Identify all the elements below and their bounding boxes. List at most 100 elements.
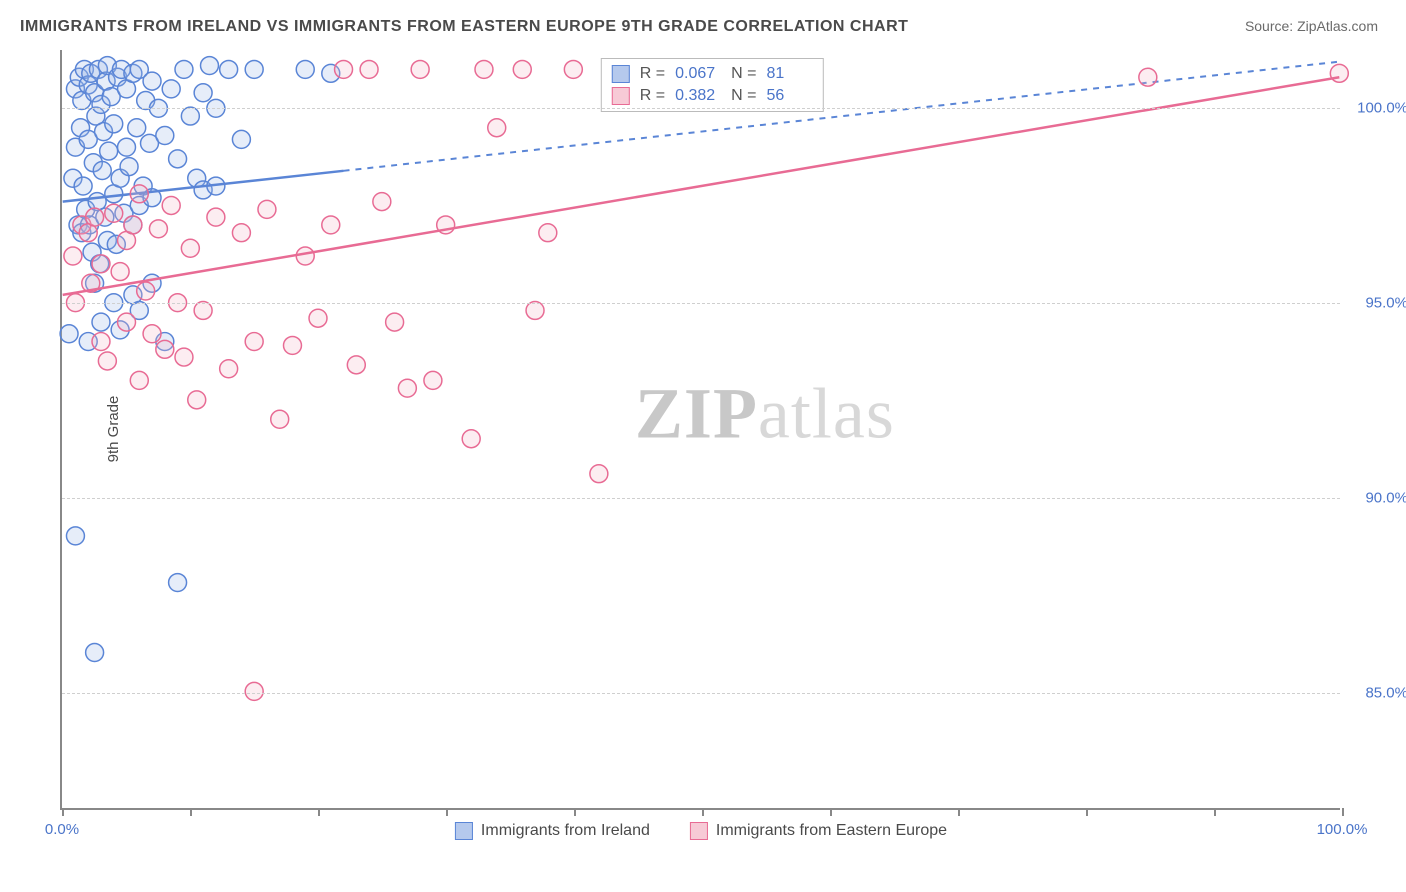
scatter-point-ireland: [169, 150, 187, 168]
stats-row-eastern-europe: R = 0.382 N = 56: [612, 85, 813, 107]
x-tick-label: 100.0%: [1317, 821, 1368, 838]
scatter-point-ireland: [175, 60, 193, 78]
scatter-point-eastern_europe: [124, 216, 142, 234]
scatter-point-eastern_europe: [175, 348, 193, 366]
scatter-point-ireland: [201, 57, 219, 75]
scatter-point-ireland: [100, 142, 118, 160]
scatter-point-ireland: [169, 574, 187, 592]
scatter-point-eastern_europe: [411, 60, 429, 78]
scatter-point-eastern_europe: [590, 465, 608, 483]
y-tick-label: 100.0%: [1348, 100, 1406, 117]
scatter-point-eastern_europe: [118, 313, 136, 331]
scatter-point-eastern_europe: [232, 224, 250, 242]
scatter-point-eastern_europe: [92, 255, 110, 273]
x-tick-label: 0.0%: [45, 821, 79, 838]
scatter-point-ireland: [74, 177, 92, 195]
scatter-point-eastern_europe: [564, 60, 582, 78]
scatter-point-eastern_europe: [296, 247, 314, 265]
n-label: N =: [731, 65, 756, 83]
swatch-eastern-europe: [612, 87, 630, 105]
scatter-point-eastern_europe: [398, 379, 416, 397]
scatter-point-eastern_europe: [137, 282, 155, 300]
scatter-point-eastern_europe: [335, 60, 353, 78]
scatter-point-eastern_europe: [149, 220, 167, 238]
scatter-point-eastern_europe: [64, 247, 82, 265]
legend-label-ireland: Immigrants from Ireland: [481, 822, 650, 839]
scatter-point-eastern_europe: [488, 119, 506, 137]
scatter-point-ireland: [232, 130, 250, 148]
scatter-point-eastern_europe: [284, 336, 302, 354]
x-tick: [1214, 808, 1216, 816]
regression-line-dashed-ireland: [344, 62, 1340, 171]
n-value-eastern-europe: 56: [766, 87, 812, 105]
scatter-point-ireland: [128, 119, 146, 137]
scatter-point-ireland: [105, 115, 123, 133]
scatter-point-eastern_europe: [462, 430, 480, 448]
scatter-point-ireland: [86, 644, 104, 662]
scatter-point-eastern_europe: [271, 410, 289, 428]
scatter-point-eastern_europe: [373, 193, 391, 211]
scatter-point-eastern_europe: [92, 333, 110, 351]
scatter-point-eastern_europe: [130, 185, 148, 203]
scatter-point-eastern_europe: [130, 371, 148, 389]
scatter-point-eastern_europe: [513, 60, 531, 78]
legend-swatch-eastern-europe: [690, 822, 708, 840]
scatter-point-ireland: [156, 127, 174, 145]
x-tick: [958, 808, 960, 816]
scatter-svg: [62, 50, 1340, 808]
scatter-point-ireland: [194, 84, 212, 102]
y-tick-label: 90.0%: [1348, 490, 1406, 507]
scatter-point-eastern_europe: [347, 356, 365, 374]
scatter-point-ireland: [118, 138, 136, 156]
scatter-point-eastern_europe: [475, 60, 493, 78]
scatter-point-eastern_europe: [105, 204, 123, 222]
scatter-point-eastern_europe: [386, 313, 404, 331]
scatter-point-eastern_europe: [539, 224, 557, 242]
scatter-point-ireland: [66, 527, 84, 545]
bottom-legend: Immigrants from Ireland Immigrants from …: [455, 822, 947, 840]
scatter-point-eastern_europe: [156, 340, 174, 358]
legend-item-eastern-europe: Immigrants from Eastern Europe: [690, 822, 947, 840]
n-value-ireland: 81: [766, 65, 812, 83]
scatter-point-eastern_europe: [322, 216, 340, 234]
scatter-point-ireland: [181, 107, 199, 125]
scatter-point-eastern_europe: [1139, 68, 1157, 86]
scatter-point-eastern_europe: [98, 352, 116, 370]
x-tick: [62, 808, 64, 816]
scatter-point-eastern_europe: [360, 60, 378, 78]
scatter-point-eastern_europe: [258, 200, 276, 218]
r-label: R =: [640, 65, 665, 83]
x-tick: [1086, 808, 1088, 816]
scatter-point-ireland: [143, 72, 161, 90]
n-label-2: N =: [731, 87, 756, 105]
scatter-point-eastern_europe: [207, 208, 225, 226]
scatter-point-eastern_europe: [245, 682, 263, 700]
gridline-h: [62, 108, 1340, 109]
y-tick-label: 95.0%: [1348, 295, 1406, 312]
x-tick: [702, 808, 704, 816]
chart-plot-area: 9th Grade ZIPatlas R = 0.067 N = 81 R = …: [60, 50, 1340, 810]
chart-title: IMMIGRANTS FROM IRELAND VS IMMIGRANTS FR…: [20, 18, 908, 36]
legend-swatch-ireland: [455, 822, 473, 840]
scatter-point-ireland: [162, 80, 180, 98]
gridline-h: [62, 693, 1340, 694]
x-tick: [1342, 808, 1344, 816]
x-tick: [830, 808, 832, 816]
r-label-2: R =: [640, 87, 665, 105]
x-tick: [446, 808, 448, 816]
y-tick-label: 85.0%: [1348, 685, 1406, 702]
scatter-point-ireland: [120, 158, 138, 176]
legend-item-ireland: Immigrants from Ireland: [455, 822, 650, 840]
scatter-point-eastern_europe: [245, 333, 263, 351]
x-tick: [574, 808, 576, 816]
stats-row-ireland: R = 0.067 N = 81: [612, 63, 813, 85]
scatter-point-ireland: [220, 60, 238, 78]
legend-label-eastern-europe: Immigrants from Eastern Europe: [716, 822, 947, 839]
scatter-point-eastern_europe: [188, 391, 206, 409]
scatter-point-ireland: [60, 325, 78, 343]
scatter-point-eastern_europe: [309, 309, 327, 327]
r-value-ireland: 0.067: [675, 65, 721, 83]
x-tick: [190, 808, 192, 816]
gridline-h: [62, 498, 1340, 499]
scatter-point-eastern_europe: [162, 197, 180, 215]
